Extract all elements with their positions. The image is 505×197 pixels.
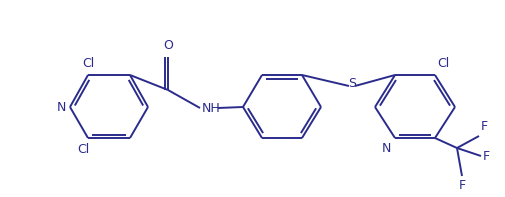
Text: F: F xyxy=(459,179,466,192)
Text: F: F xyxy=(483,150,490,163)
Text: N: N xyxy=(57,100,66,113)
Text: NH: NH xyxy=(202,101,221,114)
Text: N: N xyxy=(382,142,391,155)
Text: Cl: Cl xyxy=(77,143,89,156)
Text: O: O xyxy=(163,39,173,52)
Text: Cl: Cl xyxy=(82,57,94,70)
Text: Cl: Cl xyxy=(437,57,449,70)
Text: F: F xyxy=(481,120,488,133)
Text: S: S xyxy=(348,76,356,89)
